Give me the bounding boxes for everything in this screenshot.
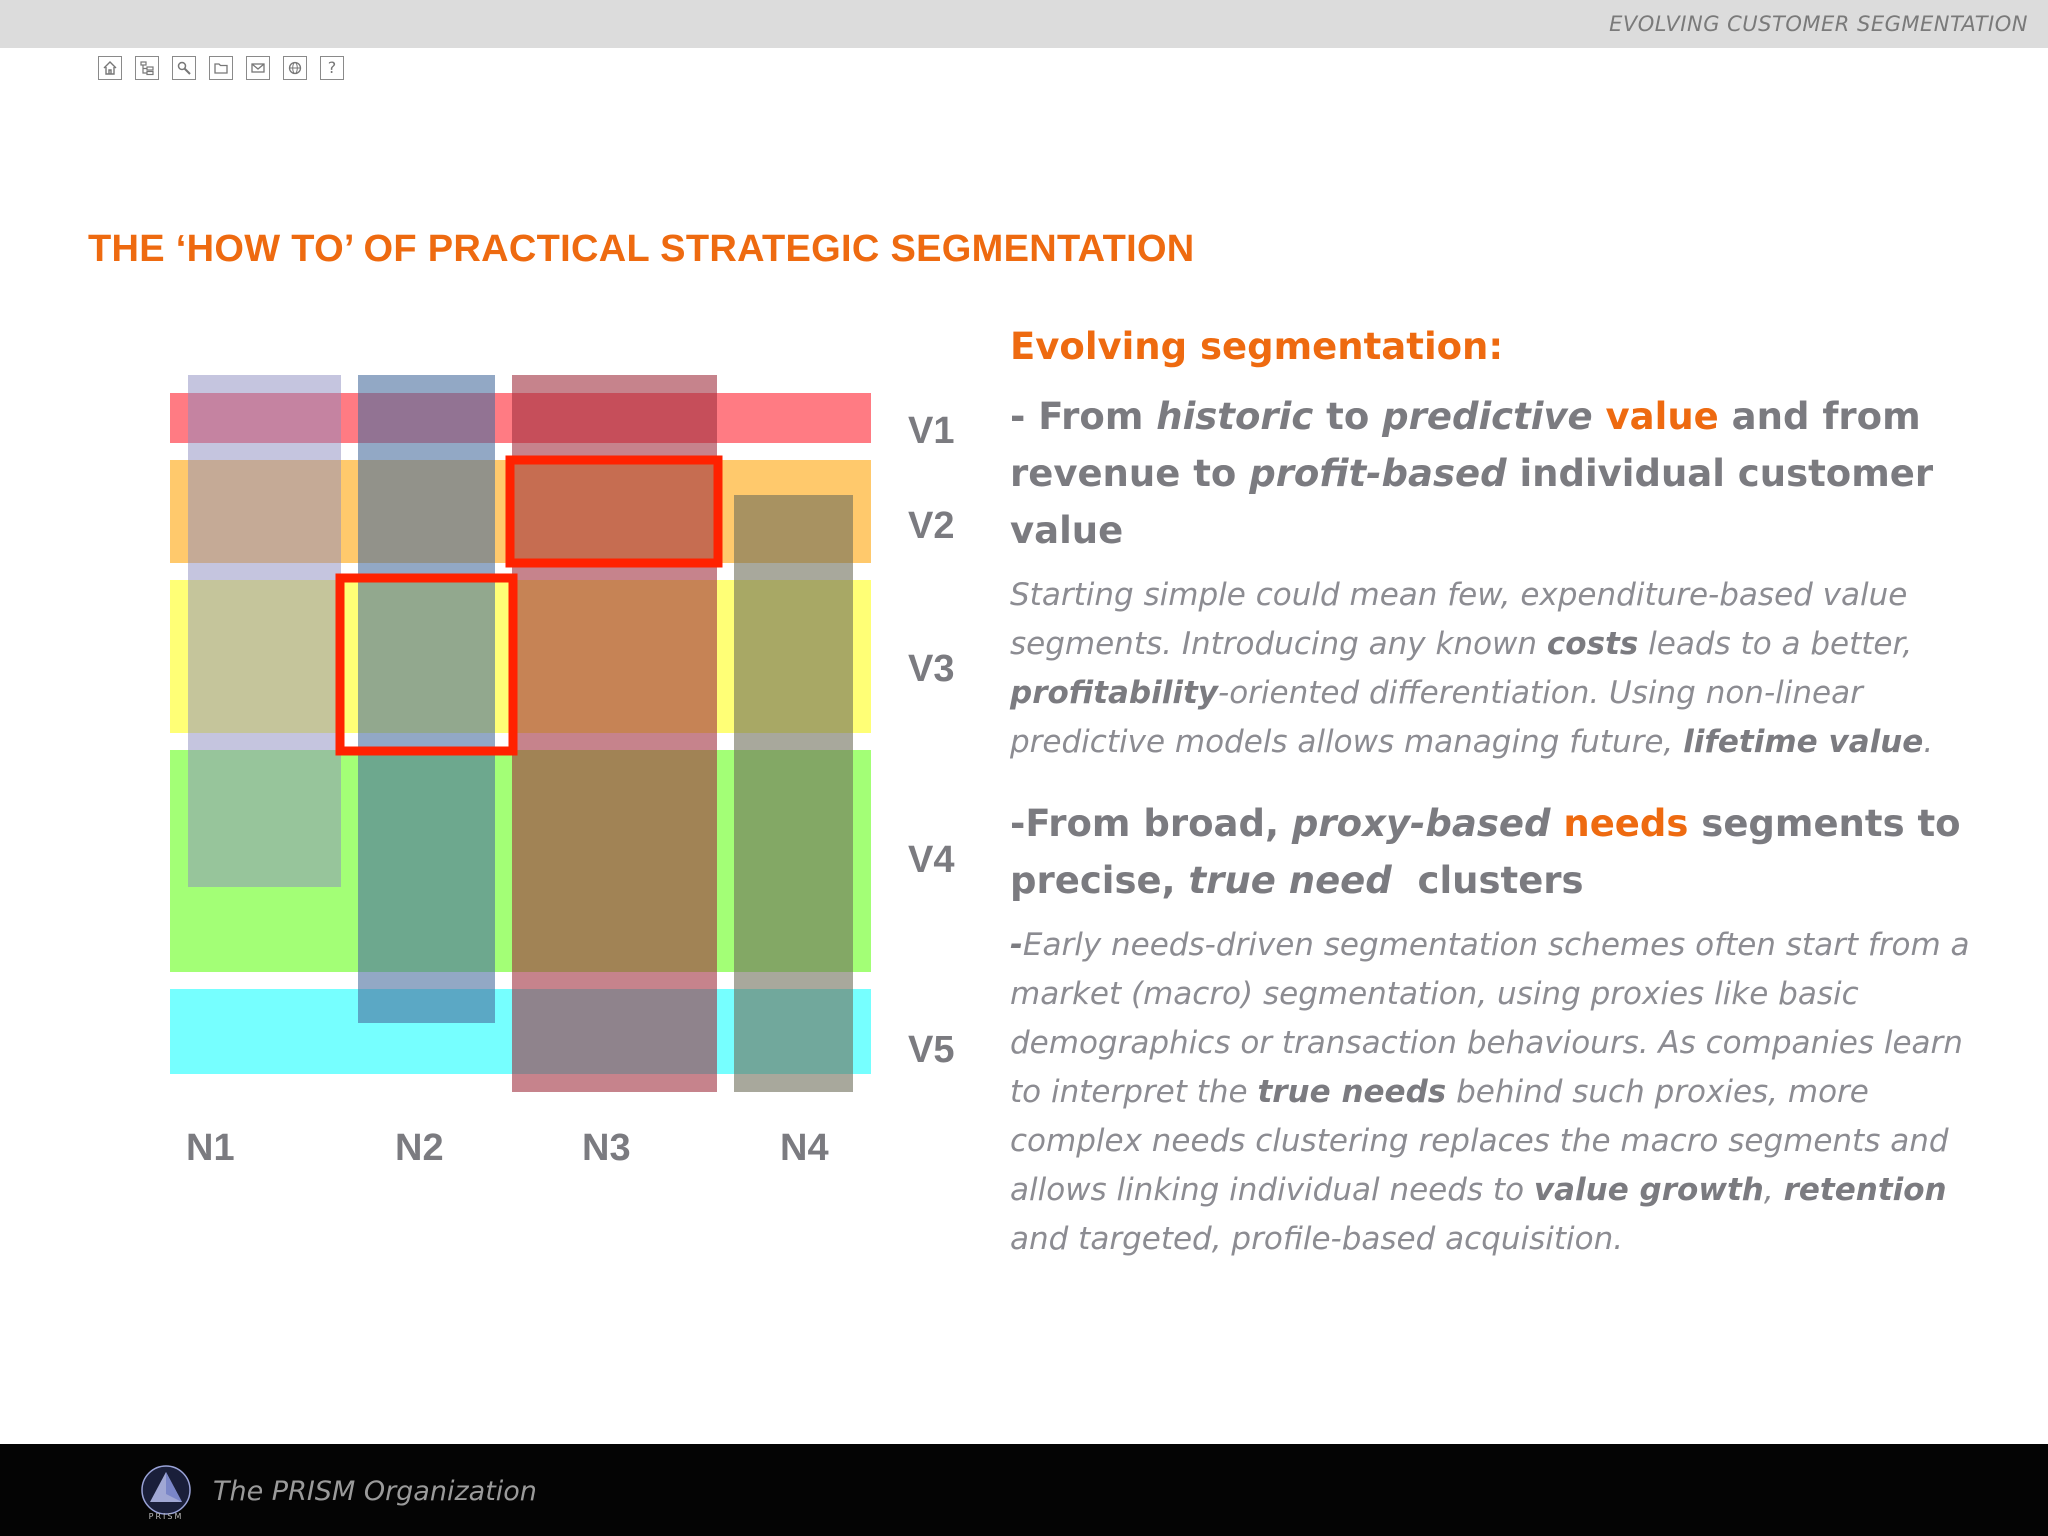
paragraph-value-bold: profitability bbox=[1010, 675, 1219, 711]
paragraph-needs-text: Early needs-driven segmentation schemes … bbox=[1010, 927, 1970, 1110]
bullet-needs-text: segments to precise, bbox=[1010, 802, 1961, 902]
paragraph-needs-bold: - bbox=[1010, 927, 1023, 963]
paragraph-needs-text: behind such proxies, more complex needs … bbox=[1010, 1074, 1949, 1208]
row-label-v5: V5 bbox=[908, 1029, 954, 1071]
prism-logo-icon bbox=[141, 1465, 191, 1515]
bullet-needs: -From broad, proxy-based needs segments … bbox=[1010, 795, 2000, 909]
globe-icon bbox=[288, 61, 302, 75]
mail-icon bbox=[251, 63, 265, 73]
logo-text: PRISM bbox=[148, 1512, 184, 1521]
paragraph-value-bold: lifetime value bbox=[1683, 724, 1924, 760]
bullet-value-highlight: value bbox=[1605, 395, 1719, 438]
bullet-needs-text: -From broad, bbox=[1010, 802, 1292, 845]
highlight-cell-n2-v3 bbox=[335, 573, 518, 756]
paragraph-value-text: Starting simple could mean few, expendit… bbox=[1010, 577, 1908, 662]
bullet-needs-em: true need bbox=[1188, 859, 1392, 902]
paragraph-value-text: . bbox=[1923, 724, 1934, 760]
mail-button[interactable] bbox=[246, 56, 270, 80]
paragraph-needs-bold: retention bbox=[1783, 1172, 1947, 1208]
bullet-needs-text bbox=[1550, 802, 1563, 845]
col-n1 bbox=[188, 375, 341, 887]
bullet-value-text: to bbox=[1313, 395, 1383, 438]
col-n4 bbox=[734, 495, 853, 1092]
folder-icon bbox=[214, 63, 228, 74]
bullet-needs-em: proxy-based bbox=[1291, 802, 1551, 845]
bullet-value-em: profit-based bbox=[1249, 452, 1507, 495]
paragraph-needs-bold: true needs bbox=[1257, 1074, 1447, 1110]
help-icon: ? bbox=[327, 58, 337, 77]
sitemap-icon bbox=[140, 61, 154, 76]
paragraph-needs-text: and targeted, profile-based acquisition. bbox=[1010, 1221, 1624, 1257]
web-button[interactable] bbox=[283, 56, 307, 80]
row-label-v2: V2 bbox=[908, 505, 954, 547]
bullet-value-text: individual customer value bbox=[1010, 452, 1934, 552]
bullet-value-text bbox=[1593, 395, 1606, 438]
col-label-n2: N2 bbox=[395, 1127, 444, 1169]
row-label-v4: V4 bbox=[908, 839, 954, 881]
col-label-n4: N4 bbox=[780, 1127, 829, 1169]
sitemap-button[interactable] bbox=[135, 56, 159, 80]
footer: PRISM The PRISM Organization bbox=[0, 1444, 2048, 1536]
highlight-cell-n3-v2 bbox=[505, 455, 723, 568]
paragraph-needs-bold: value growth bbox=[1533, 1172, 1764, 1208]
section-subtitle: Evolving segmentation: bbox=[1010, 325, 1504, 368]
home-icon bbox=[103, 61, 117, 75]
bullet-needs-highlight: needs bbox=[1563, 802, 1689, 845]
folder-button[interactable] bbox=[209, 56, 233, 80]
toolbar: ? bbox=[98, 56, 344, 84]
bullet-value-text: - From bbox=[1010, 395, 1157, 438]
bullet-value-em: historic bbox=[1156, 395, 1314, 438]
bullet-value-em: predictive bbox=[1382, 395, 1593, 438]
search-button[interactable] bbox=[172, 56, 196, 80]
header-bar: EVOLVING CUSTOMER SEGMENTATION bbox=[0, 0, 2048, 48]
segmentation-matrix: V1 V2 V3 V4 V5 N1 N2 N3 N4 bbox=[170, 375, 954, 1169]
col-label-n3: N3 bbox=[582, 1127, 631, 1169]
paragraph-value-bold: costs bbox=[1546, 626, 1639, 662]
col-label-n1: N1 bbox=[186, 1127, 235, 1169]
header-title: EVOLVING CUSTOMER SEGMENTATION bbox=[1609, 12, 2028, 36]
help-button[interactable]: ? bbox=[320, 56, 344, 80]
row-label-v1: V1 bbox=[908, 410, 954, 452]
text-panel: Evolving segmentation: - From historic t… bbox=[1010, 325, 2000, 1292]
search-icon bbox=[177, 61, 191, 75]
col-n2 bbox=[358, 375, 495, 1023]
paragraph-value: Starting simple could mean few, expendit… bbox=[1010, 571, 2000, 767]
slide-heading: THE ‘HOW TO’ OF PRACTICAL STRATEGIC SEGM… bbox=[88, 228, 1195, 270]
bullet-needs-text: clusters bbox=[1391, 859, 1584, 902]
col-n3 bbox=[512, 375, 717, 1092]
home-button[interactable] bbox=[98, 56, 122, 80]
row-label-v3: V3 bbox=[908, 648, 954, 690]
paragraph-needs-text: , bbox=[1763, 1172, 1784, 1208]
paragraph-value-text: -oriented differentiation. Using non-lin… bbox=[1010, 675, 1863, 760]
bullet-value: - From historic to predictive value and … bbox=[1010, 388, 2000, 559]
organization-name: The PRISM Organization bbox=[213, 1476, 537, 1507]
bullet-value-text: and from revenue to bbox=[1010, 395, 1921, 495]
paragraph-value-text: leads to a better, bbox=[1638, 626, 1913, 662]
paragraph-needs: -Early needs-driven segmentation schemes… bbox=[1010, 921, 2000, 1264]
